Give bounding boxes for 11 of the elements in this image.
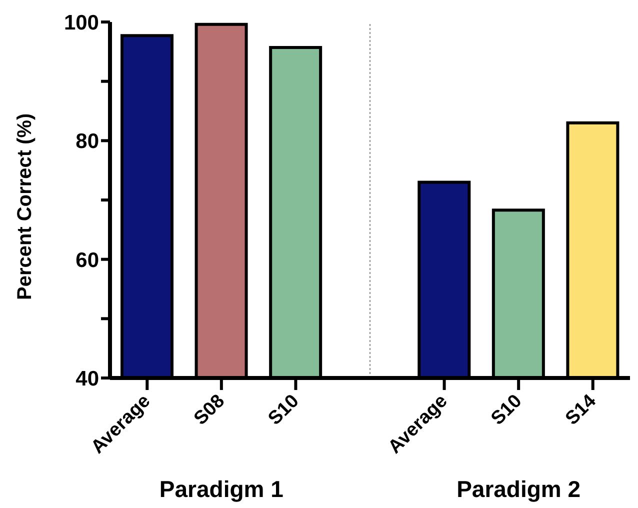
y-tick-label: 100 <box>64 11 99 34</box>
y-tick-label: 40 <box>76 367 99 390</box>
x-tick-label: S08 <box>190 390 229 430</box>
y-axis-title: Percent Correct (%) <box>14 113 36 300</box>
x-tick-label: S10 <box>487 390 526 430</box>
x-tick-label: S10 <box>264 390 304 430</box>
text: Paradigm 1 <box>158 476 284 503</box>
text: Paradigm 2 <box>456 476 582 503</box>
y-tick-label: 80 <box>76 130 99 154</box>
x-tick-label: S14 <box>562 390 601 430</box>
y-tick-label: 60 <box>76 248 99 272</box>
